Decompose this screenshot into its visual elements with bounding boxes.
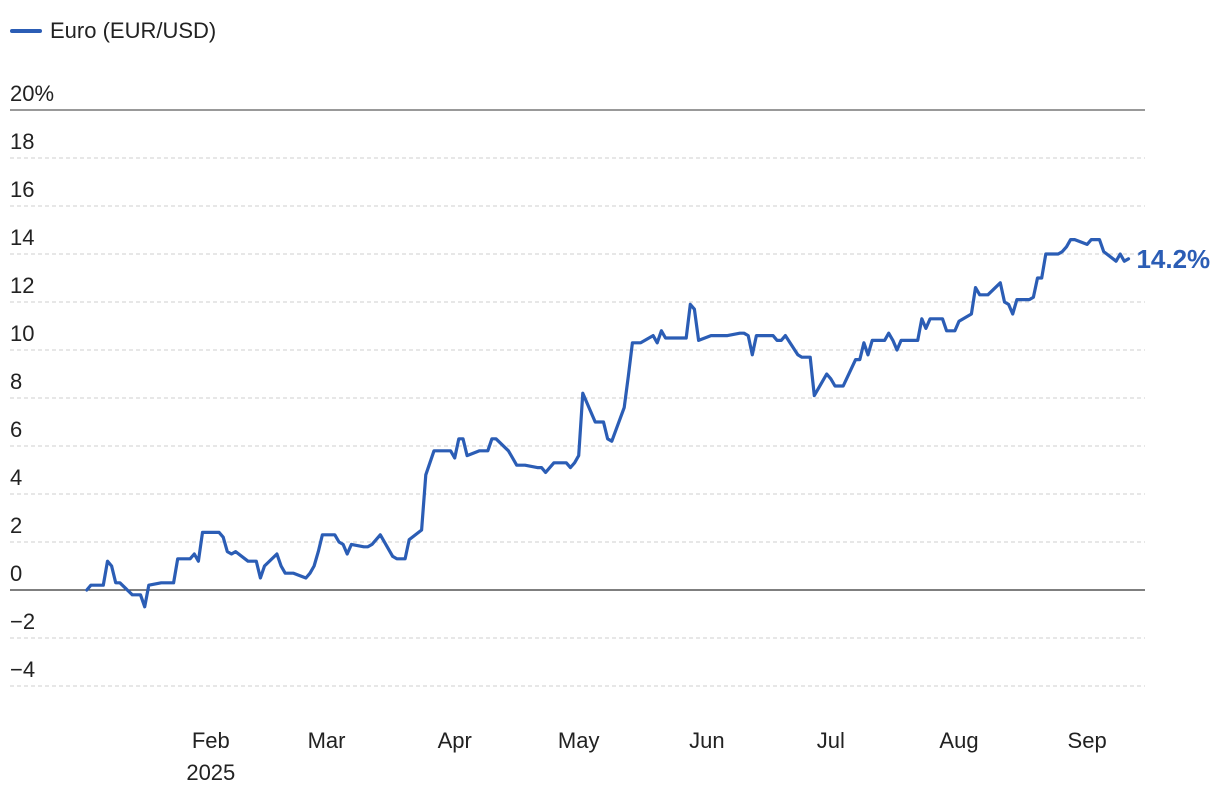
y-tick-label: 0 xyxy=(10,561,22,586)
y-tick-label: −4 xyxy=(10,657,35,682)
x-tick-label: Feb xyxy=(192,728,230,753)
y-tick-label: 8 xyxy=(10,369,22,394)
x-tick-label: Apr xyxy=(438,728,472,753)
y-tick-label: 16 xyxy=(10,177,34,202)
x-tick-label: Jun xyxy=(689,728,724,753)
legend-label: Euro (EUR/USD) xyxy=(50,18,217,43)
series-line-euro xyxy=(85,238,1131,609)
x-tick-label: Aug xyxy=(939,728,978,753)
legend: Euro (EUR/USD) xyxy=(10,18,216,44)
y-tick-label: 20% xyxy=(10,81,54,106)
y-tick-label: 4 xyxy=(10,465,22,490)
x-tick-year-label: 2025 xyxy=(186,760,235,785)
series-end-label: 14.2% xyxy=(1136,244,1210,274)
x-tick-label: Jul xyxy=(817,728,845,753)
y-tick-label: 12 xyxy=(10,273,34,298)
y-tick-label: 6 xyxy=(10,417,22,442)
y-tick-label: 2 xyxy=(10,513,22,538)
y-tick-label: 18 xyxy=(10,129,34,154)
legend-line-swatch xyxy=(10,29,42,33)
y-tick-label: 10 xyxy=(10,321,34,346)
y-tick-label: −2 xyxy=(10,609,35,634)
x-tick-label: Sep xyxy=(1068,728,1107,753)
y-tick-label: 14 xyxy=(10,225,34,250)
x-tick-label: May xyxy=(558,728,600,753)
x-tick-label: Mar xyxy=(308,728,346,753)
